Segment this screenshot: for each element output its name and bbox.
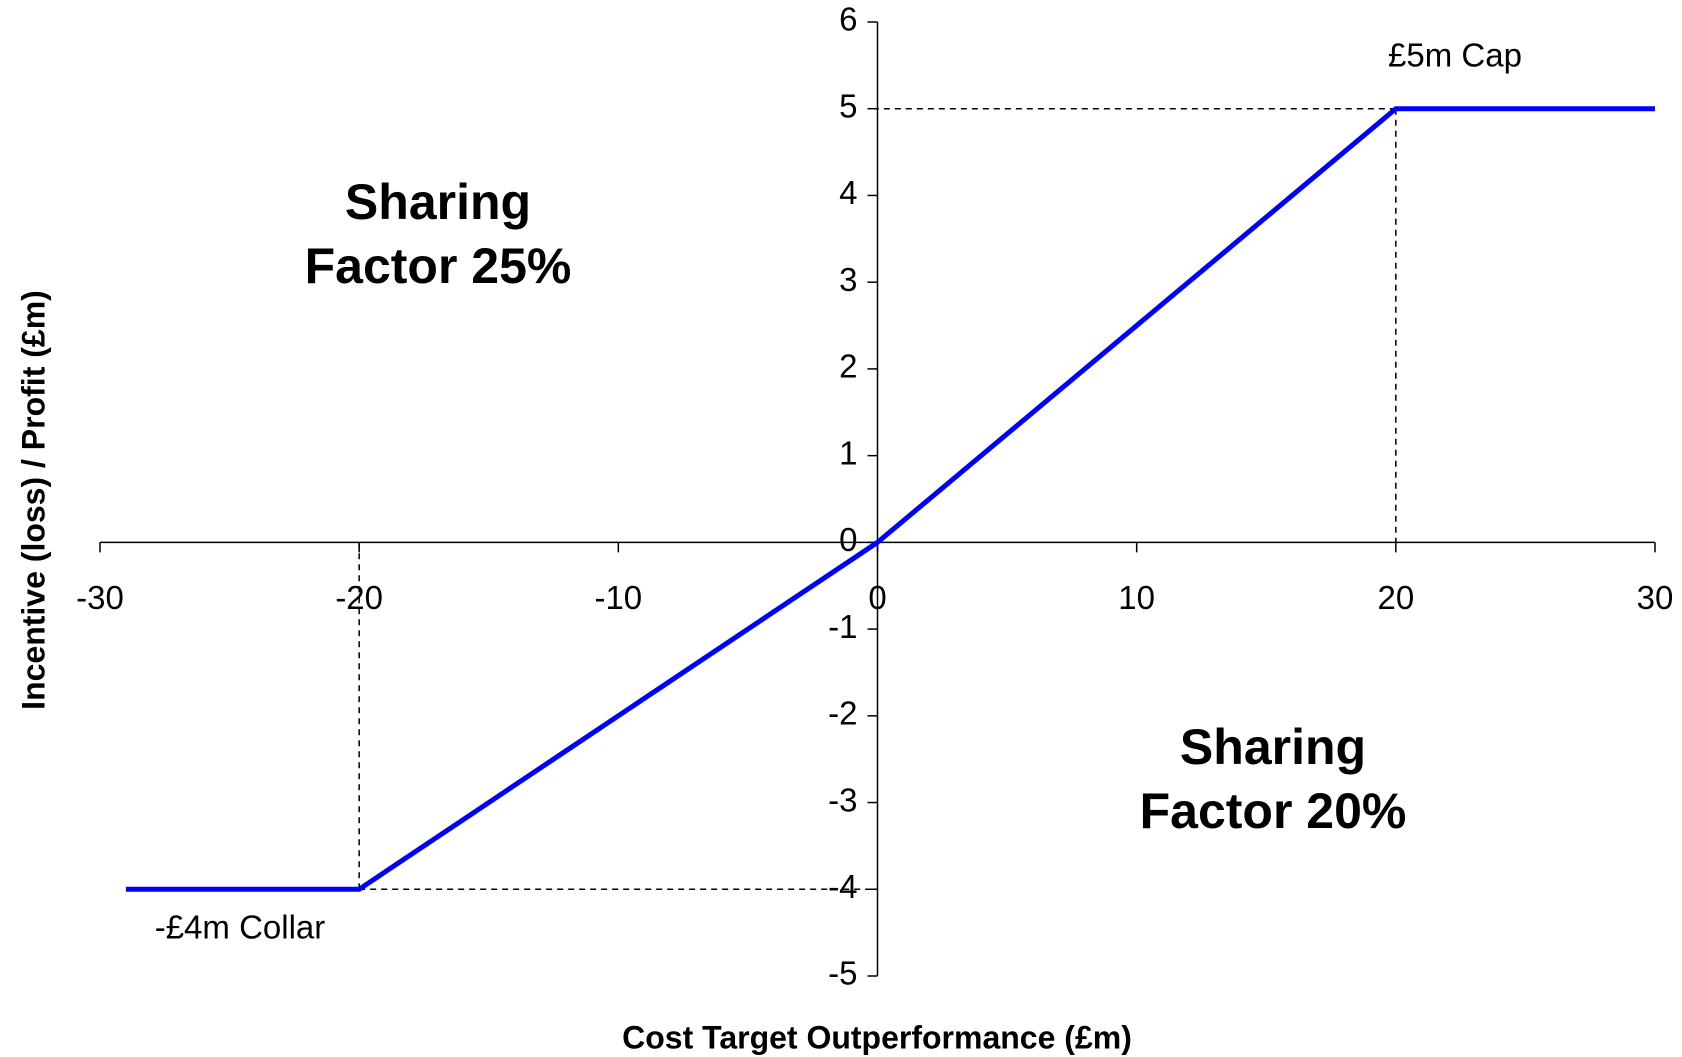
y-tick-label: -2 [828,695,857,732]
x-tick-label: 10 [1118,579,1155,616]
annotation: £5m Cap [1388,37,1522,74]
annotation: Sharing Factor 20% [1139,719,1407,839]
y-tick-label: -5 [828,955,857,992]
y-tick-label: 4 [839,174,857,211]
y-tick-label: 2 [839,348,857,385]
y-tick-label: -4 [828,868,857,905]
annotation: Sharing Factor 25% [304,174,572,294]
y-tick-label: 6 [839,1,857,38]
y-tick-label: 0 [839,521,857,558]
x-axis-label: Cost Target Outperformance (£m) [622,1019,1132,1055]
x-tick-label: 0 [868,579,886,616]
y-tick-label: 3 [839,261,857,298]
y-tick-label: 5 [839,87,857,124]
y-tick-label: -3 [828,781,857,818]
annotation: -£4m Collar [155,909,326,946]
x-tick-label: -10 [594,579,642,616]
y-axis-label: Incentive (loss) / Profit (£m) [15,290,51,710]
x-tick-label: 30 [1637,579,1674,616]
line-series [125,106,1655,892]
y-tick-label: 1 [839,434,857,471]
x-tick-label: 20 [1377,579,1414,616]
x-tick-label: -30 [76,579,124,616]
y-tick-label: -1 [828,608,857,645]
